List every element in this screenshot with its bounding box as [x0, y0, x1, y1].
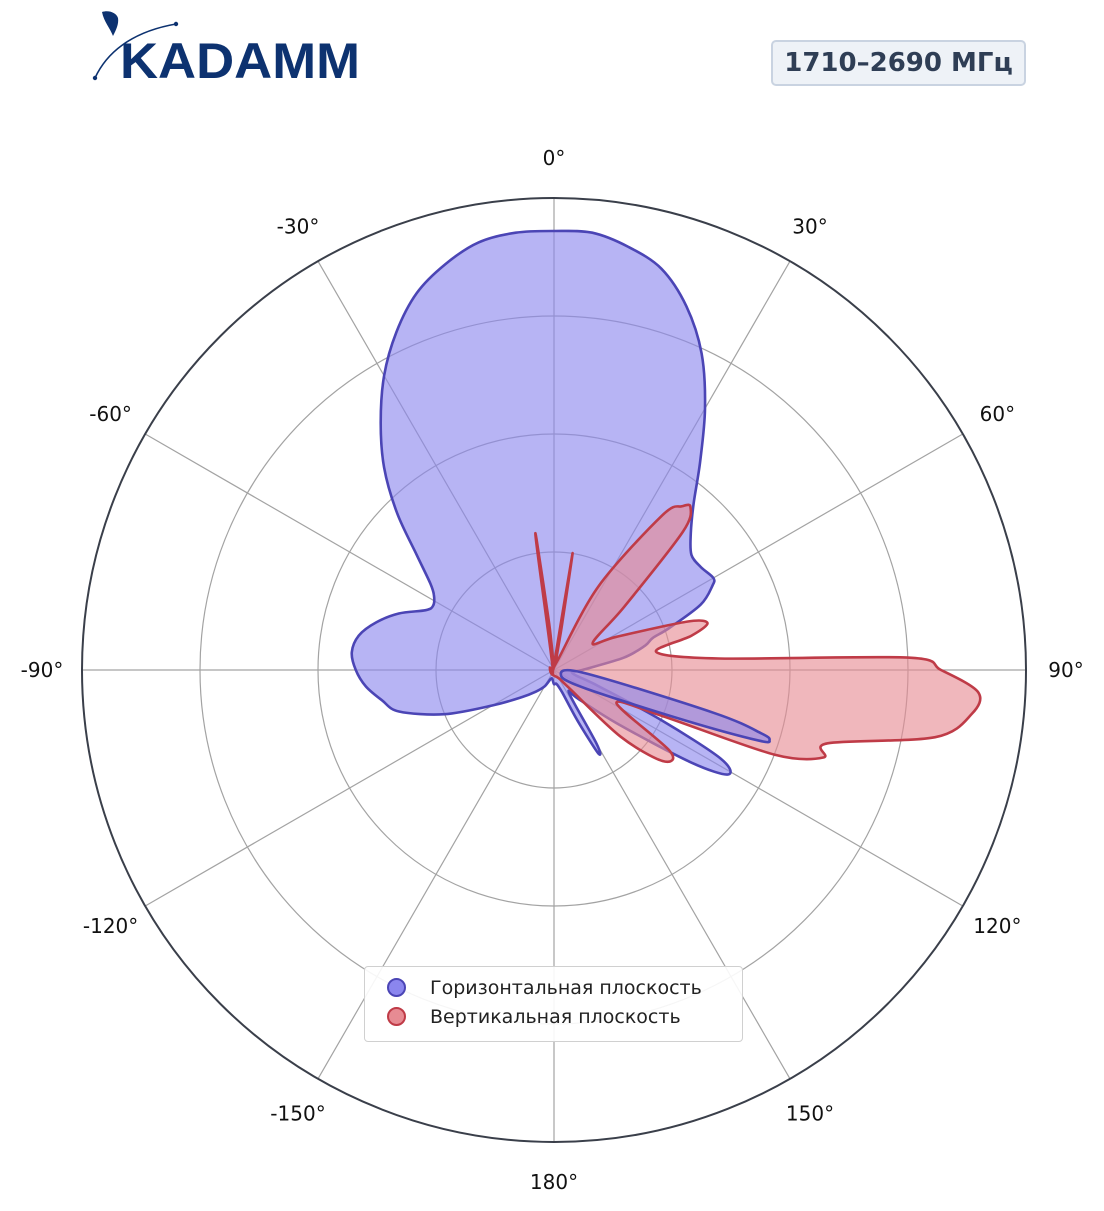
angle-label-30: 30°	[792, 215, 827, 239]
legend-label-vertical: Вертикальная плоскость	[430, 1005, 681, 1028]
legend-swatch-vertical	[387, 1007, 406, 1026]
logo-wordmark: KADAMM	[120, 33, 360, 86]
logo-dot-left	[92, 75, 98, 81]
angle-label-60: 60°	[980, 402, 1015, 426]
logo-dot-right	[173, 21, 179, 27]
outer-ring	[81, 197, 1027, 1143]
chart-legend: Горизонтальная плоскость Вертикальная пл…	[364, 966, 743, 1042]
legend-item-vertical: Вертикальная плоскость	[387, 1002, 732, 1031]
angle-label-90: 90°	[1048, 658, 1083, 682]
angle-label-270: -90°	[21, 658, 64, 682]
grid-spoke-210	[317, 669, 555, 1080]
angle-label-210: -150°	[270, 1101, 325, 1125]
legend-swatch-horizontal	[387, 978, 406, 997]
angle-label-150: 150°	[786, 1101, 834, 1125]
logo-leaf-icon	[102, 11, 119, 36]
angle-label-330: -30°	[277, 215, 320, 239]
angle-label-0: 0°	[543, 146, 566, 170]
legend-item-horizontal: Горизонтальная плоскость	[387, 973, 732, 1002]
grid-spoke-240	[144, 669, 555, 907]
legend-label-horizontal: Горизонтальная плоскость	[430, 976, 702, 999]
kadamm-logo: KADAMM	[92, 11, 360, 86]
angle-label-120: 120°	[973, 914, 1021, 938]
series-horizontal-backlobe	[559, 668, 771, 744]
angle-label-180: 180°	[530, 1170, 578, 1194]
frequency-band-badge: 1710–2690 МГц	[771, 40, 1026, 86]
angle-label-240: -120°	[83, 914, 138, 938]
logo-arc	[94, 23, 177, 79]
angle-label-300: -60°	[89, 402, 132, 426]
